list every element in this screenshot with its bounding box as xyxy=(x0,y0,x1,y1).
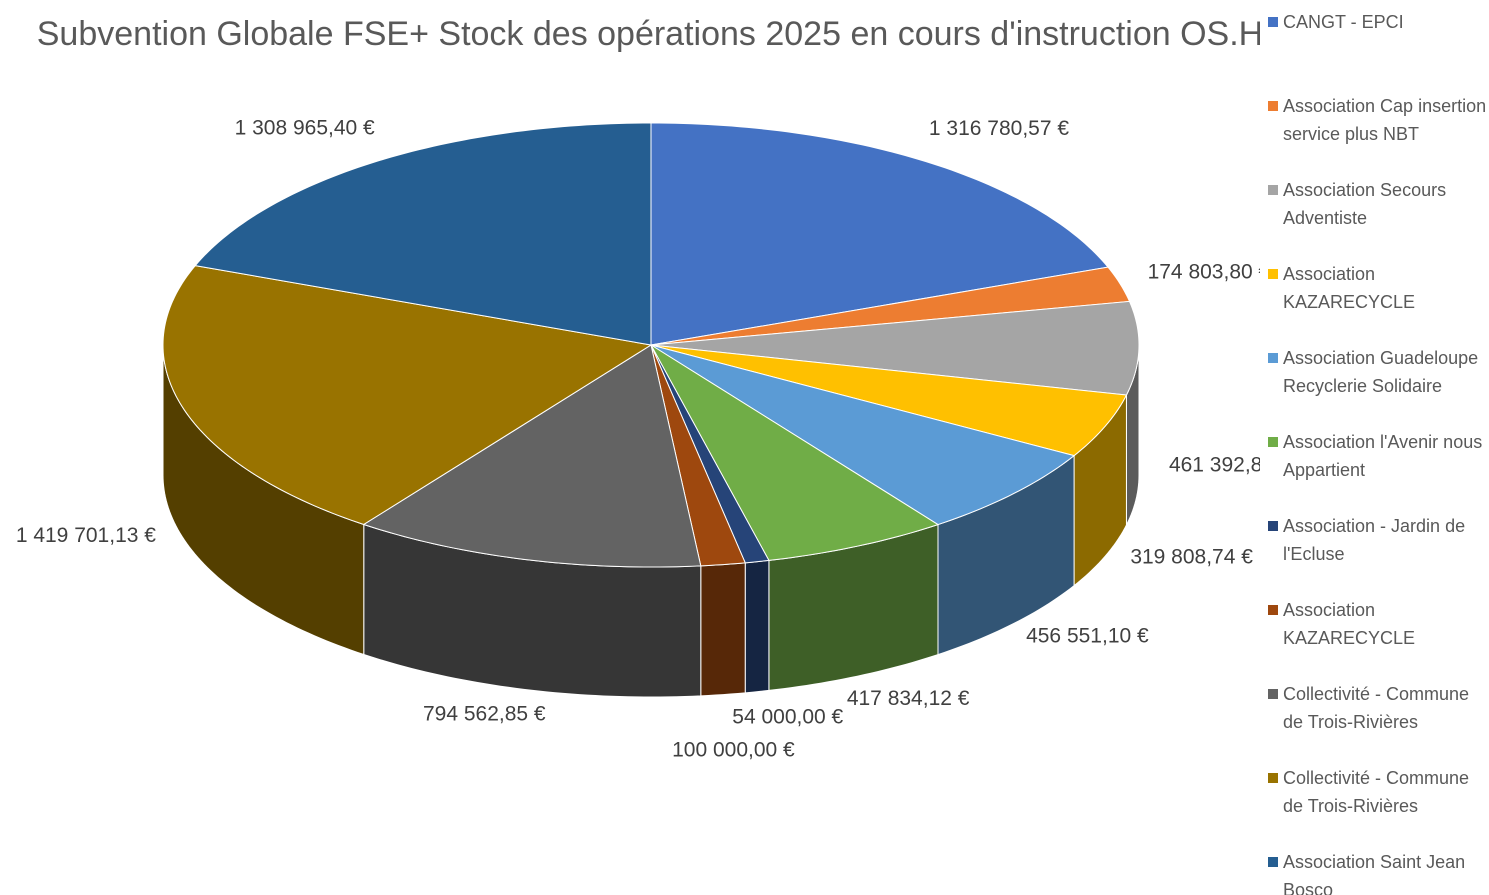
data-label: 794 562,85 € xyxy=(423,703,546,726)
pie-area: Subvention Globale FSE+ Stock des opérat… xyxy=(16,15,1292,762)
legend-item: Association Guadeloupe Recyclerie Solida… xyxy=(1266,344,1489,428)
data-label: 1 316 780,57 € xyxy=(929,117,1069,140)
legend-label: Association Secours Adventiste xyxy=(1283,180,1447,228)
data-label: 1 308 965,40 € xyxy=(235,117,375,140)
legend-swatch xyxy=(1268,101,1278,111)
data-label: 1 419 701,13 € xyxy=(16,524,156,547)
slice xyxy=(650,344,1076,526)
legend-swatch xyxy=(1268,521,1278,531)
legend-label: Association Guadeloupe Recyclerie Solida… xyxy=(1283,348,1479,396)
data-label: 319 808,74 € xyxy=(1130,545,1253,568)
legend-label: Association KAZARECYCLE xyxy=(1283,600,1416,648)
legend: CANGT - EPCI Association Cap insertion se… xyxy=(1266,8,1489,895)
legend-swatch xyxy=(1268,17,1278,27)
legend-label: Collectivité - Commune de Trois-Rivières xyxy=(1283,684,1470,732)
legend-item: Association KAZARECYCLE xyxy=(1266,260,1489,344)
slice xyxy=(362,344,702,568)
legend-item: Association KAZARECYCLE xyxy=(1266,596,1489,680)
legend-swatch xyxy=(1268,269,1278,279)
legend-label: Association Cap insertion service plus N… xyxy=(1283,96,1487,144)
legend-swatch xyxy=(1268,353,1278,363)
slice xyxy=(649,343,940,561)
slice xyxy=(650,344,746,567)
legend-item: Collectivité - Commune de Trois-Rivières xyxy=(1266,764,1489,848)
legend-swatch xyxy=(1268,773,1278,783)
data-label: 174 803,80 € xyxy=(1148,261,1260,284)
slice xyxy=(650,122,1109,346)
legend-swatch xyxy=(1268,689,1278,699)
legend-label: Collectivité - Commune de Trois-Rivières xyxy=(1283,768,1470,816)
legend-label: Association l'Avenir nous Appartient xyxy=(1283,432,1483,480)
slice xyxy=(162,265,653,526)
legend-item: Association l'Avenir nous Appartient xyxy=(1266,428,1489,512)
legend-item: Association Saint Jean Bosco xyxy=(1266,848,1489,895)
slice xyxy=(650,300,1140,396)
legend-swatch xyxy=(1268,605,1278,615)
data-label: 54 000,00 € xyxy=(732,705,843,728)
data-label: 461 392,80 € xyxy=(1169,453,1260,476)
legend-item: Collectivité - Commune de Trois-Rivières xyxy=(1266,680,1489,764)
data-label: 456 551,10 € xyxy=(1026,625,1149,648)
legend-label: Association - Jardin de l'Ecluse xyxy=(1283,516,1466,564)
slice-side xyxy=(744,559,770,694)
slice-side xyxy=(700,562,746,697)
slice xyxy=(194,122,652,346)
data-label: 100 000,00 € xyxy=(672,739,795,762)
legend-swatch xyxy=(1268,185,1278,195)
legend-label: Association Saint Jean Bosco xyxy=(1283,852,1466,895)
data-label: 417 834,12 € xyxy=(847,687,970,710)
legend-swatch xyxy=(1268,437,1278,447)
slice xyxy=(650,344,1128,457)
legend-item: CANGT - EPCI xyxy=(1266,8,1489,92)
legend-label: Association KAZARECYCLE xyxy=(1283,264,1416,312)
legend-item: Association - Jardin de l'Ecluse xyxy=(1266,512,1489,596)
legend-swatch xyxy=(1268,857,1278,867)
chart-title: Subvention Globale FSE+ Stock des opérat… xyxy=(37,15,1260,53)
legend-item: Association Cap insertion service plus N… xyxy=(1266,92,1489,176)
slice xyxy=(650,266,1131,346)
legend-label: CANGT - EPCI xyxy=(1283,12,1404,32)
legend-item: Association Secours Adventiste xyxy=(1266,176,1489,260)
